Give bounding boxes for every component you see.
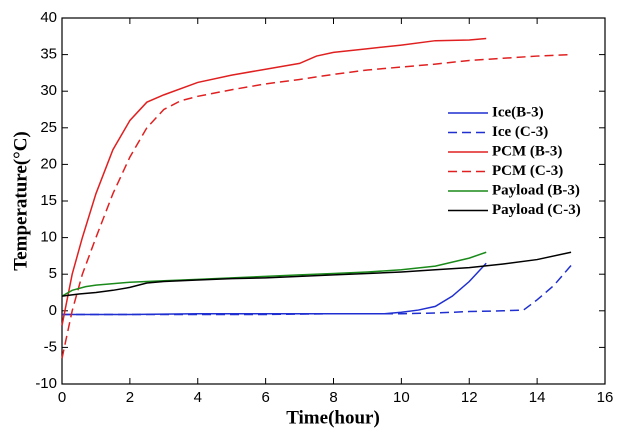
y-tick-label: 25 [40, 119, 57, 136]
y-tick-label: -5 [44, 338, 57, 355]
y-tick-label: 5 [49, 265, 57, 282]
x-axis-label: Time(hour) [286, 407, 380, 428]
x-tick-label: 16 [597, 389, 614, 406]
legend-label: PCM (B-3) [492, 143, 562, 159]
y-tick-label: 35 [40, 46, 57, 63]
legend-label: Ice (C-3) [492, 124, 548, 140]
legend-label: PCM (C-3) [492, 163, 563, 179]
x-tick-label: 6 [261, 389, 269, 406]
series-line [62, 264, 572, 316]
legend-label: Payload (B-3) [492, 182, 580, 198]
y-tick-label: 0 [49, 302, 57, 319]
y-tick-label: 40 [40, 9, 57, 26]
y-tick-label: 10 [40, 229, 57, 246]
series-line [61, 251, 572, 297]
x-tick-label: 4 [194, 389, 202, 406]
x-tick-label: 8 [329, 389, 337, 406]
y-axis-label: Temperature(°C) [10, 131, 31, 271]
legend-label: Payload (C-3) [492, 202, 581, 218]
y-tick-label: 15 [40, 192, 57, 209]
y-tick-label: 30 [40, 82, 57, 99]
x-tick-label: 10 [393, 389, 410, 406]
series-line [61, 53, 572, 359]
x-tick-label: 14 [529, 389, 546, 406]
y-tick-label: 20 [40, 155, 57, 172]
x-tick-label: 12 [461, 389, 478, 406]
series-line [61, 251, 487, 297]
legend-label: Ice(B-3) [492, 104, 544, 120]
series-line [61, 37, 487, 326]
y-tick-label: -10 [35, 375, 57, 392]
x-tick-label: 0 [58, 389, 66, 406]
x-tick-label: 2 [126, 389, 134, 406]
